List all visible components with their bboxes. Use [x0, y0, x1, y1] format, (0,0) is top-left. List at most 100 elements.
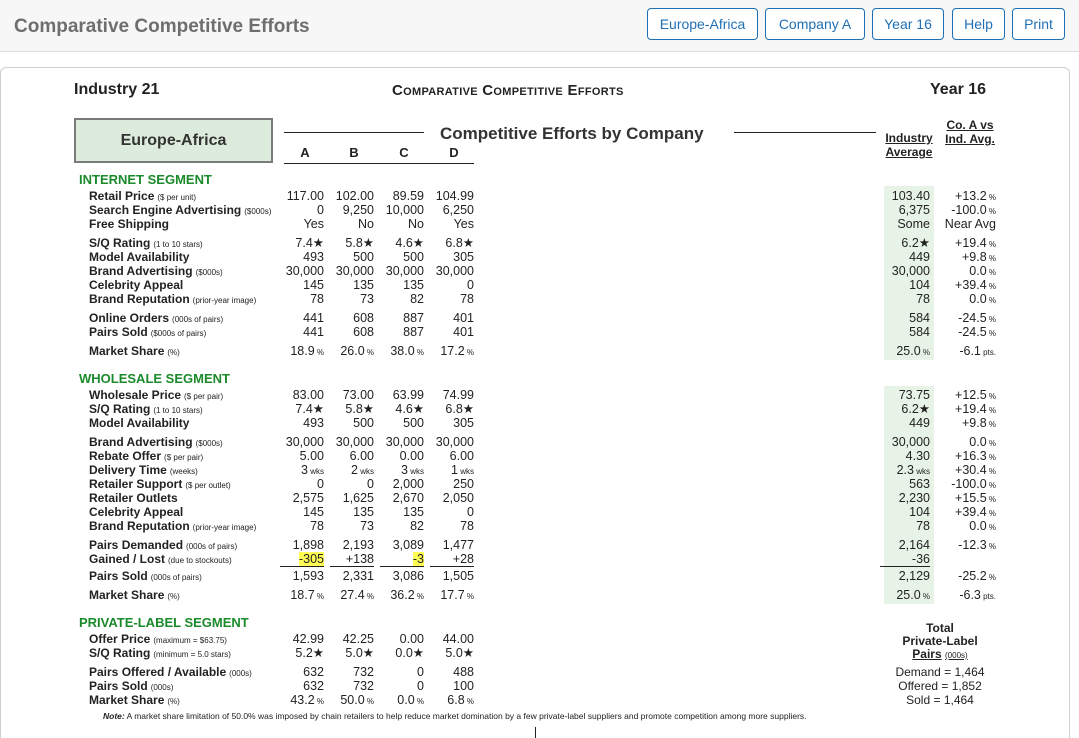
company-value: 6.00: [430, 449, 474, 463]
industry-average-header: Industry Average: [885, 131, 933, 159]
company-value: No: [380, 217, 424, 231]
value-text: 449: [909, 416, 930, 430]
value-text: 36.2: [390, 588, 415, 602]
company-value: 30,000: [430, 435, 474, 449]
value-unit: wks: [308, 467, 324, 476]
industry-average-value: 30,000: [880, 435, 930, 449]
value-text: Yes: [303, 217, 324, 231]
row-unit: (000s): [229, 669, 252, 678]
pl-total-title: Private-Label: [902, 634, 978, 648]
vs-unit: %: [986, 542, 996, 551]
value-text: 145: [303, 278, 324, 292]
company-header-c: C: [399, 145, 409, 160]
value-text: 887: [403, 311, 424, 325]
value-text: 145: [303, 505, 324, 519]
row-label: Pairs Demanded (000s of pairs): [89, 538, 237, 554]
vs-unit: %: [986, 207, 996, 216]
row-label: Pairs Offered / Available (000s): [89, 665, 252, 681]
row-label: Market Share (%): [89, 693, 180, 709]
company-value: 42.25: [330, 632, 374, 646]
value-text: 135: [353, 278, 374, 292]
company-value: 2,000: [380, 477, 424, 491]
company-value: 7.4★: [280, 402, 324, 416]
company-value: 500: [380, 250, 424, 264]
value-text: 25.0: [896, 344, 921, 358]
company-value: 5.2★: [280, 646, 324, 660]
value-text: 250: [453, 477, 474, 491]
company-value: 135: [380, 278, 424, 292]
vs-unit: %: [986, 406, 996, 415]
industry-average-value: 25.0 %: [880, 588, 930, 604]
company-value: 887: [380, 311, 424, 325]
value-text: 0.0: [397, 693, 415, 707]
value-text: 2,164: [898, 538, 930, 552]
year-button[interactable]: Year 16: [872, 8, 944, 40]
value-text: +19.4: [955, 402, 987, 416]
value-text: 1,477: [442, 538, 474, 552]
company-value: 4.6★: [380, 402, 424, 416]
row-label: Brand Reputation (prior-year image): [89, 292, 256, 308]
value-text: 82: [410, 292, 424, 306]
company-value: 1 wks: [430, 463, 474, 479]
company-value: 2,670: [380, 491, 424, 505]
value-text: 5.0★: [345, 646, 374, 660]
value-text: 135: [403, 505, 424, 519]
value-text: +12.5: [955, 388, 987, 402]
row-unit: ($000s): [195, 268, 223, 277]
row-label-text: S/Q Rating: [89, 646, 151, 660]
company-value: 18.9 %: [280, 344, 324, 360]
value-text: 584: [909, 325, 930, 339]
row-label: Online Orders (000s of pairs): [89, 311, 223, 327]
percent-unit: %: [414, 697, 424, 706]
company-value: 3,086: [380, 569, 424, 583]
company-button[interactable]: Company A: [765, 8, 865, 40]
row-unit: ($ per pair): [164, 453, 204, 462]
vs-industry-value: -12.3 %: [936, 538, 996, 554]
value-text: 104.99: [435, 189, 474, 203]
row-label: Delivery Time (weeks): [89, 463, 198, 479]
company-value: 30,000: [380, 435, 424, 449]
value-text: 2: [351, 463, 358, 477]
value-text: 2,050: [442, 491, 474, 505]
value-text: -6.1: [959, 344, 981, 358]
value-text: +138: [345, 552, 374, 566]
company-value: 0: [380, 679, 424, 693]
value-text: +30.4: [955, 463, 987, 477]
top-bar: Comparative Competitive Efforts Europe-A…: [0, 0, 1079, 52]
value-text: 0.0: [969, 519, 987, 533]
help-button[interactable]: Help: [952, 8, 1005, 40]
value-text: 6.8★: [445, 402, 474, 416]
company-value: 145: [280, 505, 324, 519]
value-text: +13.2: [955, 189, 987, 203]
value-text: 30,000: [285, 435, 324, 449]
value-text: 5.8★: [345, 236, 374, 250]
value-text: 305: [453, 416, 474, 430]
row-label: Retailer Support ($ per outlet): [89, 477, 231, 493]
industry-average-value: Some: [880, 217, 930, 231]
table-row: Retailer Support ($ per outlet) 0 0 2,000 250…: [0, 477, 1079, 491]
row-label-text: Retailer Support: [89, 477, 183, 491]
percent-unit: %: [464, 348, 474, 357]
print-button[interactable]: Print: [1012, 8, 1065, 40]
row-unit: ($ per outlet): [185, 481, 231, 490]
value-text: 78: [310, 292, 324, 306]
region-button[interactable]: Europe-Africa: [647, 8, 758, 40]
industry-label: Industry 21: [74, 81, 160, 98]
company-value: 38.0 %: [380, 344, 424, 360]
company-header-a: A: [300, 145, 310, 160]
value-text: -6.3: [959, 588, 981, 602]
vs-industry-value: -6.1 pts.: [936, 344, 996, 360]
company-value: 500: [380, 416, 424, 430]
company-value: -3: [380, 552, 424, 567]
vs-industry-value: 0.0 %: [936, 264, 996, 280]
company-value: 500: [330, 250, 374, 264]
value-text: 117.00: [286, 189, 324, 203]
table-row: Model Availability 493 500 500 305 449 +9.8 %: [0, 416, 1079, 430]
value-text: 26.0: [340, 344, 365, 358]
vs-unit: %: [986, 523, 996, 532]
company-value: 5.00: [280, 449, 324, 463]
industry-average-value: 103.40: [880, 189, 930, 203]
company-value: 102.00: [330, 189, 374, 203]
row-label-text: Model Availability: [89, 250, 190, 264]
value-text: +28: [452, 552, 474, 566]
